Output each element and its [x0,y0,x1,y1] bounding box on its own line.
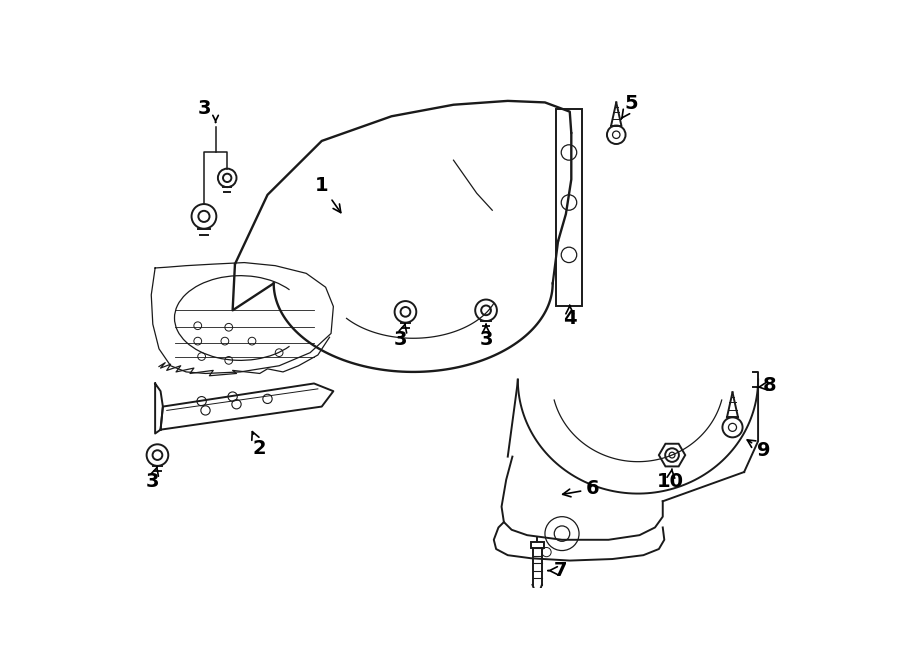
Text: 4: 4 [562,305,577,327]
Text: 2: 2 [252,432,266,459]
Text: 9: 9 [747,440,770,460]
Text: 10: 10 [657,469,684,490]
Text: 3: 3 [394,324,408,349]
Text: 1: 1 [315,176,341,213]
Bar [531,541,544,549]
Text: 6: 6 [562,479,599,498]
Bar [556,108,582,307]
Text: 7: 7 [548,561,567,580]
Text: 3: 3 [480,325,493,349]
Text: 5: 5 [621,95,639,118]
Text: 3: 3 [146,466,159,490]
Text: 8: 8 [758,376,777,395]
Text: 3: 3 [197,99,211,118]
